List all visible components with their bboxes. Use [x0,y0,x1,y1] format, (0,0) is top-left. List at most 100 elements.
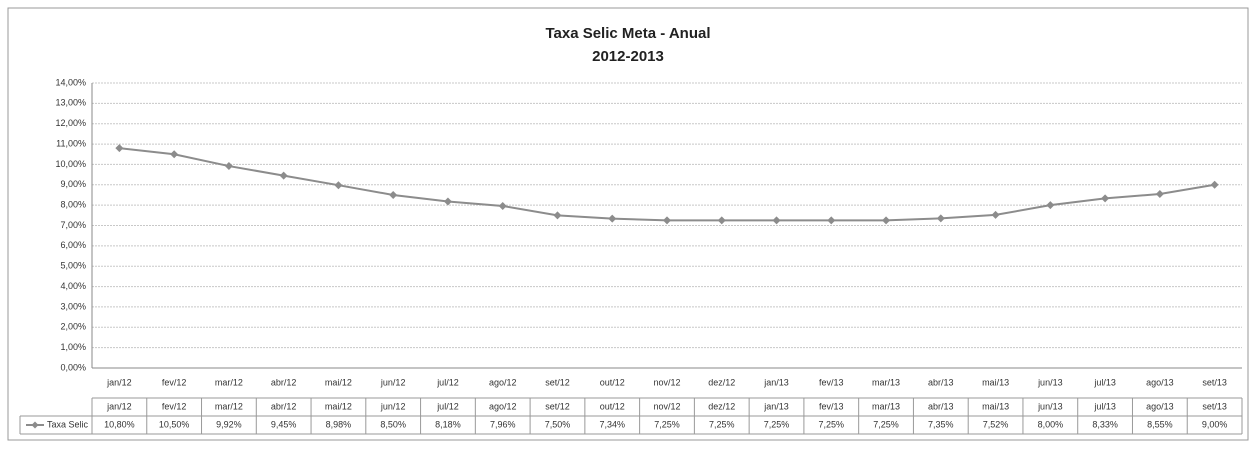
point-marker [1101,194,1110,203]
y-tick-label: 1,00% [60,342,86,352]
y-tick-label: 14,00% [55,77,86,87]
point-marker [389,190,398,199]
x-tick-label: jun/13 [1037,377,1063,387]
table-header: jun/12 [380,401,406,411]
y-tick-label: 10,00% [55,159,86,169]
point-marker [498,201,507,210]
x-tick-label: jul/13 [1093,377,1116,387]
table-header: set/12 [545,401,570,411]
chart-frame [7,7,1249,441]
x-tick-label: fev/13 [819,377,844,387]
x-tick-label: mai/13 [982,377,1009,387]
y-tick-label: 7,00% [60,220,86,230]
table-value: 8,00% [1038,419,1064,429]
table-header: abr/13 [928,401,954,411]
y-tick-label: 5,00% [60,261,86,271]
point-marker [443,197,452,206]
table-header: out/12 [600,401,625,411]
table-value: 10,50% [159,419,190,429]
y-tick-label: 3,00% [60,301,86,311]
table-value: 7,25% [873,419,899,429]
table-value: 9,45% [271,419,297,429]
table-value: 8,18% [435,419,461,429]
table-value: 7,52% [983,419,1009,429]
point-marker [1210,180,1219,189]
table-value: 7,25% [654,419,680,429]
y-tick-label: 0,00% [60,362,86,372]
table-value: 9,00% [1202,419,1228,429]
table-value: 7,25% [709,419,735,429]
table-value: 7,50% [545,419,571,429]
legend-label: Taxa Selic [47,419,89,429]
table-header: fev/13 [819,401,844,411]
chart-subtitle: 2012-2013 [592,48,664,65]
x-tick-label: out/12 [600,377,625,387]
y-tick-label: 2,00% [60,322,86,332]
point-marker [772,216,781,225]
table-header: jun/13 [1037,401,1063,411]
point-marker [279,171,288,180]
point-marker [936,214,945,223]
x-tick-label: set/13 [1202,377,1227,387]
table-value: 7,96% [490,419,516,429]
table-header: mar/12 [215,401,243,411]
table-header: set/13 [1202,401,1227,411]
table-header: nov/12 [653,401,680,411]
table-header: mai/12 [325,401,352,411]
point-marker [663,216,671,225]
table-value: 7,25% [764,419,790,429]
table-value: 10,80% [104,419,135,429]
table-value: 9,92% [216,419,242,429]
y-tick-label: 12,00% [55,118,86,128]
point-marker [827,216,836,225]
x-tick-label: abr/13 [928,377,954,387]
y-tick-label: 8,00% [60,200,86,210]
x-tick-label: mar/13 [872,377,900,387]
table-value: 8,55% [1147,419,1173,429]
y-tick-label: 6,00% [60,240,86,250]
table-header: ago/13 [1146,401,1174,411]
table-header: fev/12 [162,401,187,411]
point-marker [553,211,562,220]
y-tick-label: 11,00% [56,138,86,148]
table-value: 8,98% [326,419,352,429]
x-tick-label: jul/12 [436,377,459,387]
x-tick-label: ago/13 [1146,377,1174,387]
table-header: jul/13 [1093,401,1116,411]
x-tick-label: set/12 [545,377,570,387]
point-marker [1155,189,1164,198]
point-marker [115,144,124,153]
y-tick-label: 9,00% [60,179,86,189]
point-marker [170,150,179,159]
point-marker [991,210,1000,219]
table-value: 8,33% [1092,419,1118,429]
y-tick-label: 13,00% [55,98,86,108]
table-header: mai/13 [982,401,1009,411]
point-marker [717,216,726,225]
y-tick-label: 4,00% [60,281,86,291]
table-value: 7,34% [599,419,625,429]
table-header: jul/12 [436,401,459,411]
x-tick-label: jun/12 [380,377,406,387]
x-tick-label: mar/12 [215,377,243,387]
x-tick-label: mai/12 [325,377,352,387]
table-header: jan/12 [106,401,132,411]
legend-marker [31,421,39,429]
x-tick-label: abr/12 [271,377,297,387]
table-header: mar/13 [872,401,900,411]
table-value: 7,25% [819,419,845,429]
chart-title: Taxa Selic Meta - Anual [545,25,710,42]
x-tick-label: jan/12 [106,377,132,387]
point-marker [608,214,617,223]
table-header: ago/12 [489,401,517,411]
point-marker [882,216,891,225]
x-tick-label: jan/13 [763,377,789,387]
x-tick-label: nov/12 [653,377,680,387]
point-marker [1046,201,1055,210]
point-marker [224,162,233,171]
table-value: 8,50% [380,419,406,429]
table-header: dez/12 [708,401,735,411]
x-tick-label: fev/12 [162,377,187,387]
point-marker [334,181,343,190]
